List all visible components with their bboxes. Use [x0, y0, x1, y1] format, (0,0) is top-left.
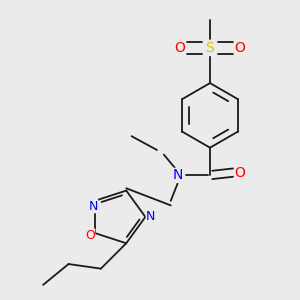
Text: O: O	[235, 166, 245, 180]
Text: N: N	[146, 210, 156, 224]
Text: O: O	[175, 41, 185, 56]
Text: O: O	[235, 41, 245, 56]
Text: S: S	[206, 41, 214, 56]
Text: N: N	[88, 200, 98, 213]
Text: N: N	[172, 168, 183, 182]
Text: O: O	[85, 229, 95, 242]
